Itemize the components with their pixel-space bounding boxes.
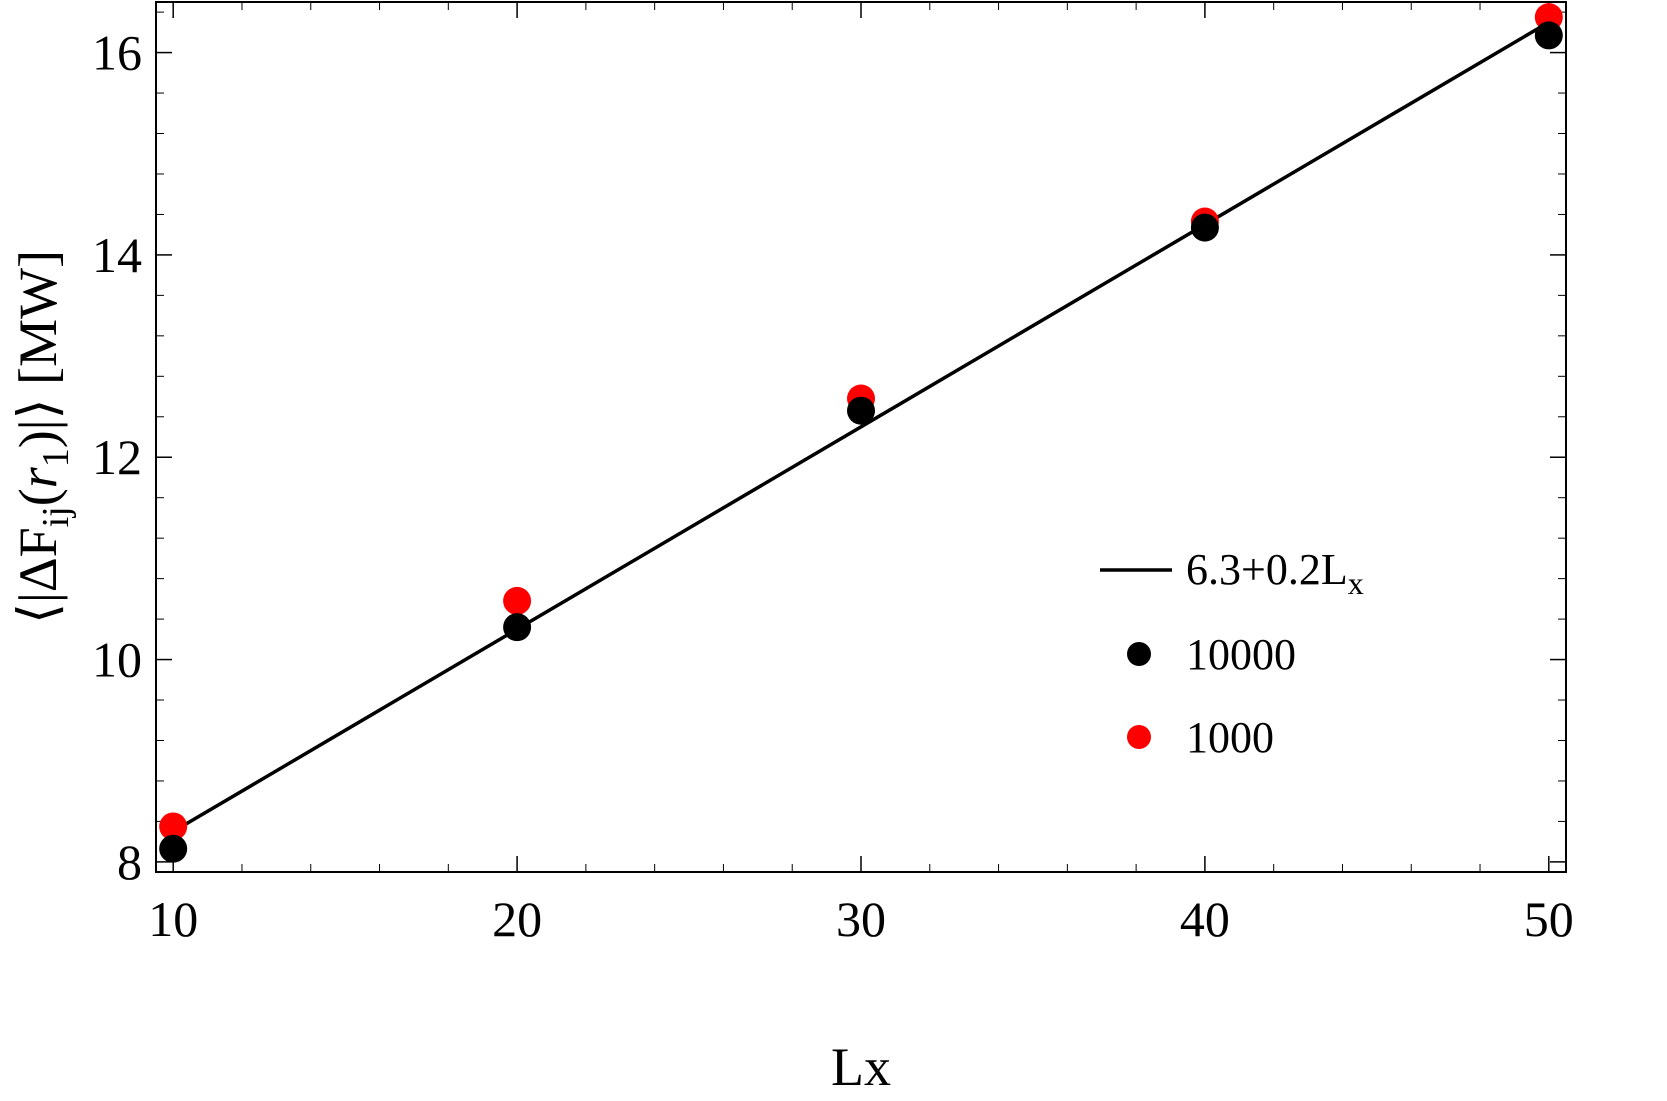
y-tick-label: 16 bbox=[92, 25, 142, 81]
legend-label-10000: 10000 bbox=[1186, 630, 1296, 679]
legend-marker-1000 bbox=[1127, 725, 1151, 749]
axis-ticks bbox=[156, 2, 1566, 872]
legend-marker-10000 bbox=[1127, 642, 1151, 666]
x-tick-label: 40 bbox=[1180, 891, 1230, 947]
point-series-10000 bbox=[1190, 213, 1219, 242]
legend-label-1000: 1000 bbox=[1186, 713, 1274, 762]
x-axis-label: Lx bbox=[831, 1037, 891, 1097]
point-series-10000 bbox=[847, 396, 875, 425]
y-tick-label: 12 bbox=[92, 429, 142, 485]
point-series-10000 bbox=[159, 834, 188, 863]
y-tick-label: 14 bbox=[92, 227, 142, 283]
plot-frame bbox=[155, 1, 1567, 873]
legend: 6.3+0.2Lx 10000 1000 bbox=[1100, 545, 1364, 762]
y-tick-label: 10 bbox=[92, 632, 142, 688]
point-series-10000 bbox=[503, 613, 532, 642]
point-series-1000 bbox=[503, 586, 532, 615]
x-tick-label: 50 bbox=[1524, 891, 1574, 947]
y-axis-label: ⟨|ΔFij(r1)|⟩ [MW] bbox=[8, 250, 77, 624]
legend-fit-line-label: 6.3+0.2Lx bbox=[1186, 545, 1364, 601]
data-points bbox=[159, 3, 1563, 863]
fit-line bbox=[172, 20, 1550, 834]
point-series-10000 bbox=[1534, 21, 1563, 50]
x-tick-label: 30 bbox=[836, 891, 886, 947]
point-series-1000 bbox=[159, 812, 188, 841]
y-tick-label: 8 bbox=[117, 834, 142, 890]
x-tick-label: 20 bbox=[492, 891, 542, 947]
x-tick-label: 10 bbox=[148, 891, 198, 947]
